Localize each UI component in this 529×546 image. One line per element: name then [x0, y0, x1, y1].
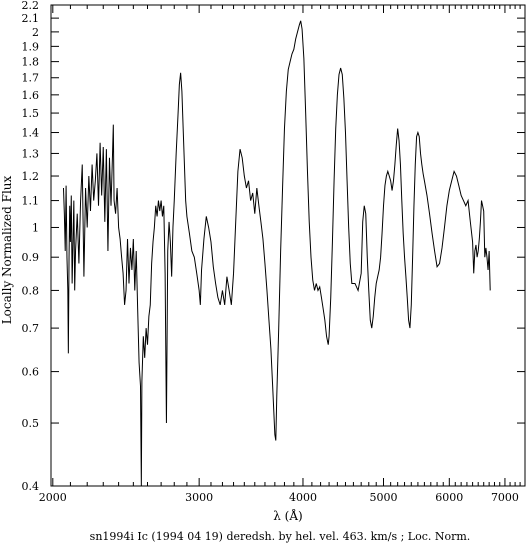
- y-tick-label: 1.5: [22, 107, 40, 120]
- x-tick-label: 5000: [370, 491, 398, 504]
- y-tick-label: 1.8: [22, 56, 40, 69]
- x-tick-label: 6000: [435, 491, 463, 504]
- x-axis-tick-labels: 2000 3000 4000 5000 6000 7000: [39, 491, 519, 504]
- y-tick-label: 0.8: [22, 284, 40, 297]
- x-axis-title: λ (Å): [273, 508, 302, 523]
- x-tick-label: 2000: [39, 491, 67, 504]
- y-tick-label: 1.2: [22, 170, 40, 183]
- y-tick-label: 1.7: [22, 72, 40, 85]
- spectrum-series-line: [62, 20, 491, 487]
- y-axis-tick-labels: 0.4 0.5 0.6 0.7 0.8 0.9 1 1.1 1.2 1.3 1.4 1.5 1.6 1.7…: [22, 0, 40, 493]
- y-tick-label: 2.2: [22, 0, 40, 12]
- y-tick-label: 1.6: [22, 89, 40, 102]
- y-axis-ticks: [51, 4, 525, 487]
- x-axis-ticks: [52, 5, 521, 486]
- y-tick-label: 0.9: [22, 251, 40, 264]
- y-tick-label: 1.9: [22, 40, 40, 53]
- y-tick-label: 2.1: [22, 12, 40, 25]
- x-tick-label: 4000: [289, 491, 317, 504]
- y-tick-label: 0.7: [22, 322, 40, 335]
- y-tick-label: 0.6: [22, 366, 40, 379]
- y-axis-title: Locally Normalized Flux: [0, 175, 14, 324]
- y-tick-label: 1: [32, 221, 39, 234]
- y-tick-label: 1.3: [22, 147, 40, 160]
- y-tick-label: 0.5: [22, 417, 40, 430]
- y-tick-label: 2: [32, 26, 39, 39]
- x-tick-label: 7000: [491, 491, 519, 504]
- y-tick-label: 1.1: [22, 195, 40, 208]
- chart-caption: sn1994i Ic (1994 04 19) deredsh. by hel.…: [90, 530, 471, 543]
- x-tick-label: 3000: [185, 491, 213, 504]
- y-tick-label: 1.4: [22, 127, 40, 140]
- plot-frame: [50, 4, 526, 487]
- y-tick-label: 0.4: [22, 480, 40, 493]
